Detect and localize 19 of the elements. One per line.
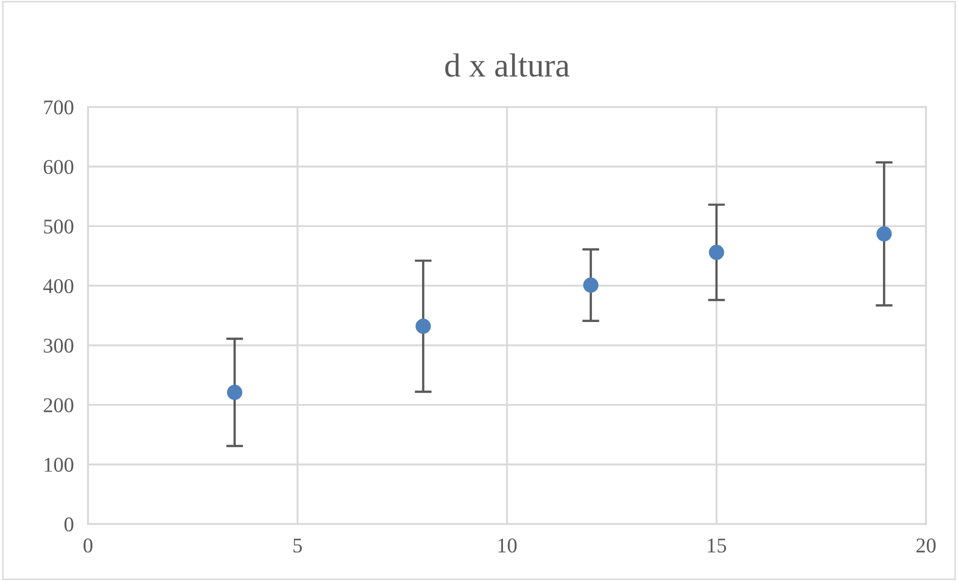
point [227,384,242,400]
x-tick-label: 0 [84,538,92,553]
x-tick-label: 10 [498,538,517,553]
x-tick-label: 5 [294,538,302,553]
x-tick-label: 20 [916,538,936,553]
y-tick-label: 200 [44,398,74,412]
chart-title: d x altura [445,53,570,77]
y-tick-label: 500 [44,220,74,234]
y-tick-label: 400 [43,279,74,294]
y-tick-label: 0 [64,517,74,532]
x-tick-label: 15 [708,538,726,553]
point [876,226,892,242]
y-tick-label: 300 [44,338,74,353]
y-tick-label: 600 [44,160,74,174]
point [708,244,724,260]
y-tick-label: 100 [44,458,74,472]
point [416,318,431,334]
point [583,277,598,293]
y-tick-label: 700 [44,100,74,114]
